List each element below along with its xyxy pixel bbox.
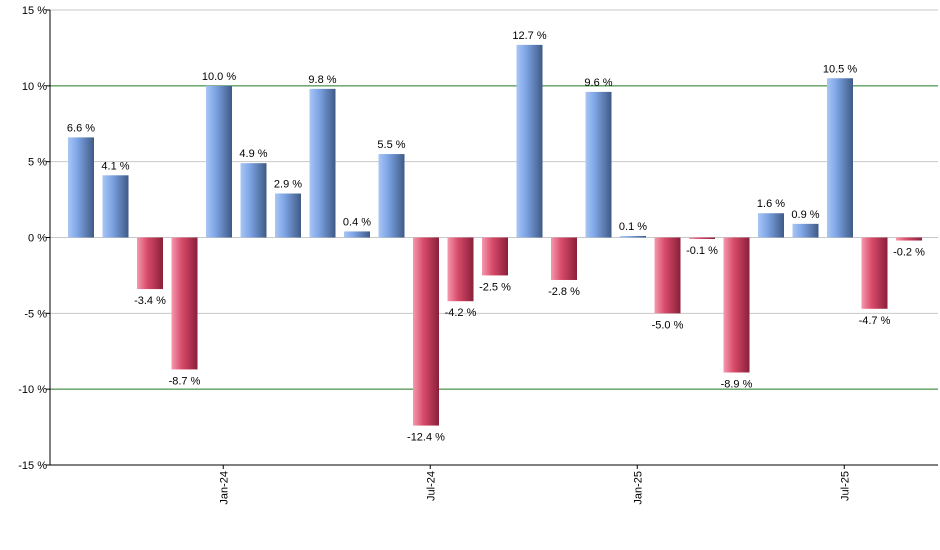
bar bbox=[482, 237, 508, 276]
y-tick-label: 0 % bbox=[28, 233, 47, 245]
bar bbox=[206, 85, 232, 238]
x-tick-label: Jul-24 bbox=[425, 471, 437, 501]
y-tick-label: -15 % bbox=[18, 460, 47, 472]
bar bbox=[275, 193, 301, 238]
data-label: 2.9 % bbox=[274, 179, 302, 191]
bar bbox=[620, 235, 646, 238]
bar bbox=[585, 91, 612, 238]
data-label: 4.9 % bbox=[239, 148, 267, 160]
bar bbox=[240, 163, 267, 238]
bar bbox=[723, 237, 750, 373]
data-label: 9.8 % bbox=[308, 74, 336, 86]
y-tick-label: -10 % bbox=[18, 384, 47, 396]
data-label: -8.7 % bbox=[169, 375, 201, 387]
data-label: -12.4 % bbox=[407, 432, 445, 444]
bar bbox=[758, 213, 784, 238]
bar bbox=[309, 88, 336, 238]
data-label: -0.1 % bbox=[686, 245, 718, 257]
bar bbox=[344, 231, 370, 238]
data-label: 5.5 % bbox=[377, 139, 405, 151]
axis-layer: 15 % 10 % 5 % 0 % -5 % -10 % -15 % Jan-24 Jul-24… bbox=[18, 5, 938, 505]
y-tick-label: -5 % bbox=[24, 308, 47, 320]
bar bbox=[861, 237, 888, 309]
x-tick-label: Jul-25 bbox=[839, 471, 851, 501]
data-label: -4.7 % bbox=[859, 315, 891, 327]
data-label: 10.0 % bbox=[202, 71, 236, 83]
data-label: 1.6 % bbox=[757, 198, 785, 210]
y-tick-label: 15 % bbox=[22, 5, 47, 17]
bar bbox=[516, 44, 543, 238]
bar bbox=[551, 237, 577, 280]
bar bbox=[378, 154, 405, 238]
bar bbox=[827, 78, 853, 238]
data-label: -8.9 % bbox=[721, 378, 753, 390]
bar bbox=[102, 175, 129, 238]
bar bbox=[447, 237, 474, 302]
labels-layer: 6.6 % 4.1 % -3.4 % -8.7 % 10.0 % 4.9 % 2.9 % 9.… bbox=[67, 30, 925, 444]
data-label: 0.9 % bbox=[791, 209, 819, 221]
bar bbox=[68, 137, 94, 238]
x-tick-label: Jan-25 bbox=[632, 471, 644, 505]
data-label: -2.8 % bbox=[548, 286, 580, 298]
y-tick-label: 10 % bbox=[22, 81, 47, 93]
x-tick-label: Jan-24 bbox=[218, 471, 230, 505]
bars-layer bbox=[68, 44, 922, 426]
bar bbox=[413, 237, 439, 426]
data-label: 0.4 % bbox=[343, 216, 371, 228]
data-label: -2.5 % bbox=[479, 281, 511, 293]
bar bbox=[654, 237, 681, 314]
data-label: 4.1 % bbox=[101, 160, 129, 172]
data-label: -4.2 % bbox=[445, 307, 477, 319]
bar bbox=[171, 237, 198, 370]
data-label: 12.7 % bbox=[512, 30, 546, 42]
data-label: 9.6 % bbox=[584, 77, 612, 89]
bar bbox=[792, 223, 819, 238]
bar bbox=[896, 237, 922, 241]
data-label: -0.2 % bbox=[893, 247, 925, 259]
bar bbox=[137, 237, 163, 290]
bar bbox=[689, 237, 715, 240]
data-label: 0.1 % bbox=[619, 221, 647, 233]
data-label: -3.4 % bbox=[134, 295, 166, 307]
data-label: -5.0 % bbox=[652, 319, 684, 331]
data-label: 6.6 % bbox=[67, 122, 95, 134]
data-label: 10.5 % bbox=[823, 63, 857, 75]
y-tick-label: 5 % bbox=[28, 157, 47, 169]
